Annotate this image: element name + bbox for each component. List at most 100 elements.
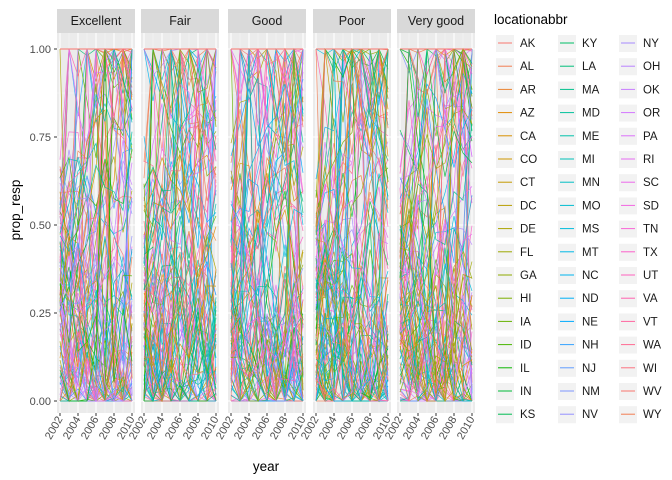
legend-label: IA	[520, 316, 531, 328]
legend-item: MI	[558, 151, 595, 168]
series-line	[59, 48, 133, 362]
series-line	[399, 123, 473, 285]
series-line	[230, 50, 304, 223]
series-line	[231, 327, 304, 403]
series-line	[399, 225, 472, 402]
series-line	[59, 274, 133, 392]
facet-panel: Good	[228, 9, 306, 413]
legend-item: NY	[619, 35, 659, 52]
legend-label: DC	[520, 200, 537, 212]
series-line	[143, 285, 217, 403]
series-line	[230, 48, 304, 402]
legend-label: NV	[582, 409, 598, 421]
legend-label: CO	[520, 154, 537, 166]
legend-label: MT	[582, 247, 599, 259]
legend-label: NY	[643, 38, 659, 50]
series-line	[59, 200, 133, 402]
series-lines	[59, 48, 133, 403]
series-line	[143, 48, 217, 402]
legend-label: NH	[582, 340, 599, 352]
legend-item: CO	[496, 151, 537, 168]
legend-label: AR	[520, 84, 536, 96]
series-line	[143, 125, 217, 213]
series-line	[59, 48, 133, 368]
legend-label: OH	[643, 61, 660, 73]
series-line	[143, 96, 217, 214]
legend-item: IA	[496, 313, 531, 331]
series-line	[315, 48, 389, 215]
legend-item: PA	[619, 127, 658, 145]
series-line	[231, 48, 304, 377]
series-line	[315, 48, 389, 402]
series-line	[59, 161, 133, 403]
legend-item: ID	[496, 336, 532, 354]
legend-label: ME	[582, 131, 600, 143]
x-tick-label: 2008	[268, 415, 291, 442]
legend-label: WY	[643, 409, 662, 421]
legend-label: NE	[582, 316, 598, 328]
y-tick-label: 0.75	[30, 132, 51, 144]
series-line	[143, 47, 217, 239]
x-tick-label: 2006	[250, 415, 273, 442]
legend-label: CT	[520, 177, 535, 189]
legend-item: NJ	[558, 359, 596, 377]
facet-panel: Very good	[397, 9, 475, 413]
series-line	[399, 222, 473, 402]
legend-item: MS	[558, 220, 600, 238]
series-line	[59, 241, 133, 359]
series-line	[143, 136, 217, 301]
legend-label: MS	[582, 224, 600, 236]
series-line	[143, 200, 217, 374]
series-line	[315, 48, 389, 400]
legend-item: ND	[558, 290, 599, 308]
legend-item: WV	[619, 383, 662, 400]
legend-label: OR	[643, 108, 660, 120]
x-axis: 2002200420062008201020022004200620082010…	[43, 413, 478, 442]
legend-item: KS	[496, 406, 536, 424]
legend-item: AR	[496, 81, 536, 99]
legend-item: OK	[619, 81, 660, 99]
legend-item: UT	[619, 267, 658, 284]
legend-item: TX	[619, 243, 658, 261]
legend-item: NE	[558, 313, 598, 331]
x-tick-label: 2004	[61, 415, 84, 442]
series-line	[230, 190, 304, 297]
legend-label: DE	[520, 224, 536, 236]
x-tick-label: 2004	[145, 415, 168, 442]
x-tick-label: 2006	[163, 415, 186, 442]
legend-item: MT	[558, 243, 599, 261]
series-line	[59, 48, 133, 302]
series-line	[143, 47, 217, 183]
series-line	[59, 193, 133, 403]
x-axis-title: year	[253, 459, 280, 474]
series-line	[315, 184, 389, 264]
series-line	[315, 199, 389, 402]
legend-label: MO	[582, 200, 601, 212]
series-line	[399, 48, 473, 214]
series-line	[315, 259, 388, 402]
legend-label: MN	[582, 177, 600, 189]
legend-item: IN	[496, 383, 532, 400]
legend-item: OH	[619, 58, 660, 76]
series-line	[143, 67, 217, 192]
legend-item: LA	[558, 58, 596, 76]
y-tick-label: 1.00	[30, 44, 51, 56]
legend-label: MA	[582, 84, 600, 96]
legend-title: locationabbr	[494, 12, 568, 27]
legend-item: MA	[558, 81, 600, 99]
legend-label: AZ	[520, 108, 535, 120]
legend-item: DE	[496, 220, 536, 238]
x-tick-label: 2004	[317, 415, 340, 442]
legend-label: NC	[582, 270, 599, 282]
series-line	[59, 239, 133, 402]
series-line	[399, 271, 472, 402]
legend-item: MN	[558, 174, 600, 192]
facet-panel: Poor	[313, 9, 391, 413]
legend-label: WV	[643, 386, 662, 398]
series-line	[230, 311, 304, 402]
legend-label: PA	[643, 131, 658, 143]
series-line	[59, 57, 133, 209]
legend-label: MI	[582, 154, 595, 166]
series-line	[399, 247, 473, 402]
legend-label: ND	[582, 293, 599, 305]
